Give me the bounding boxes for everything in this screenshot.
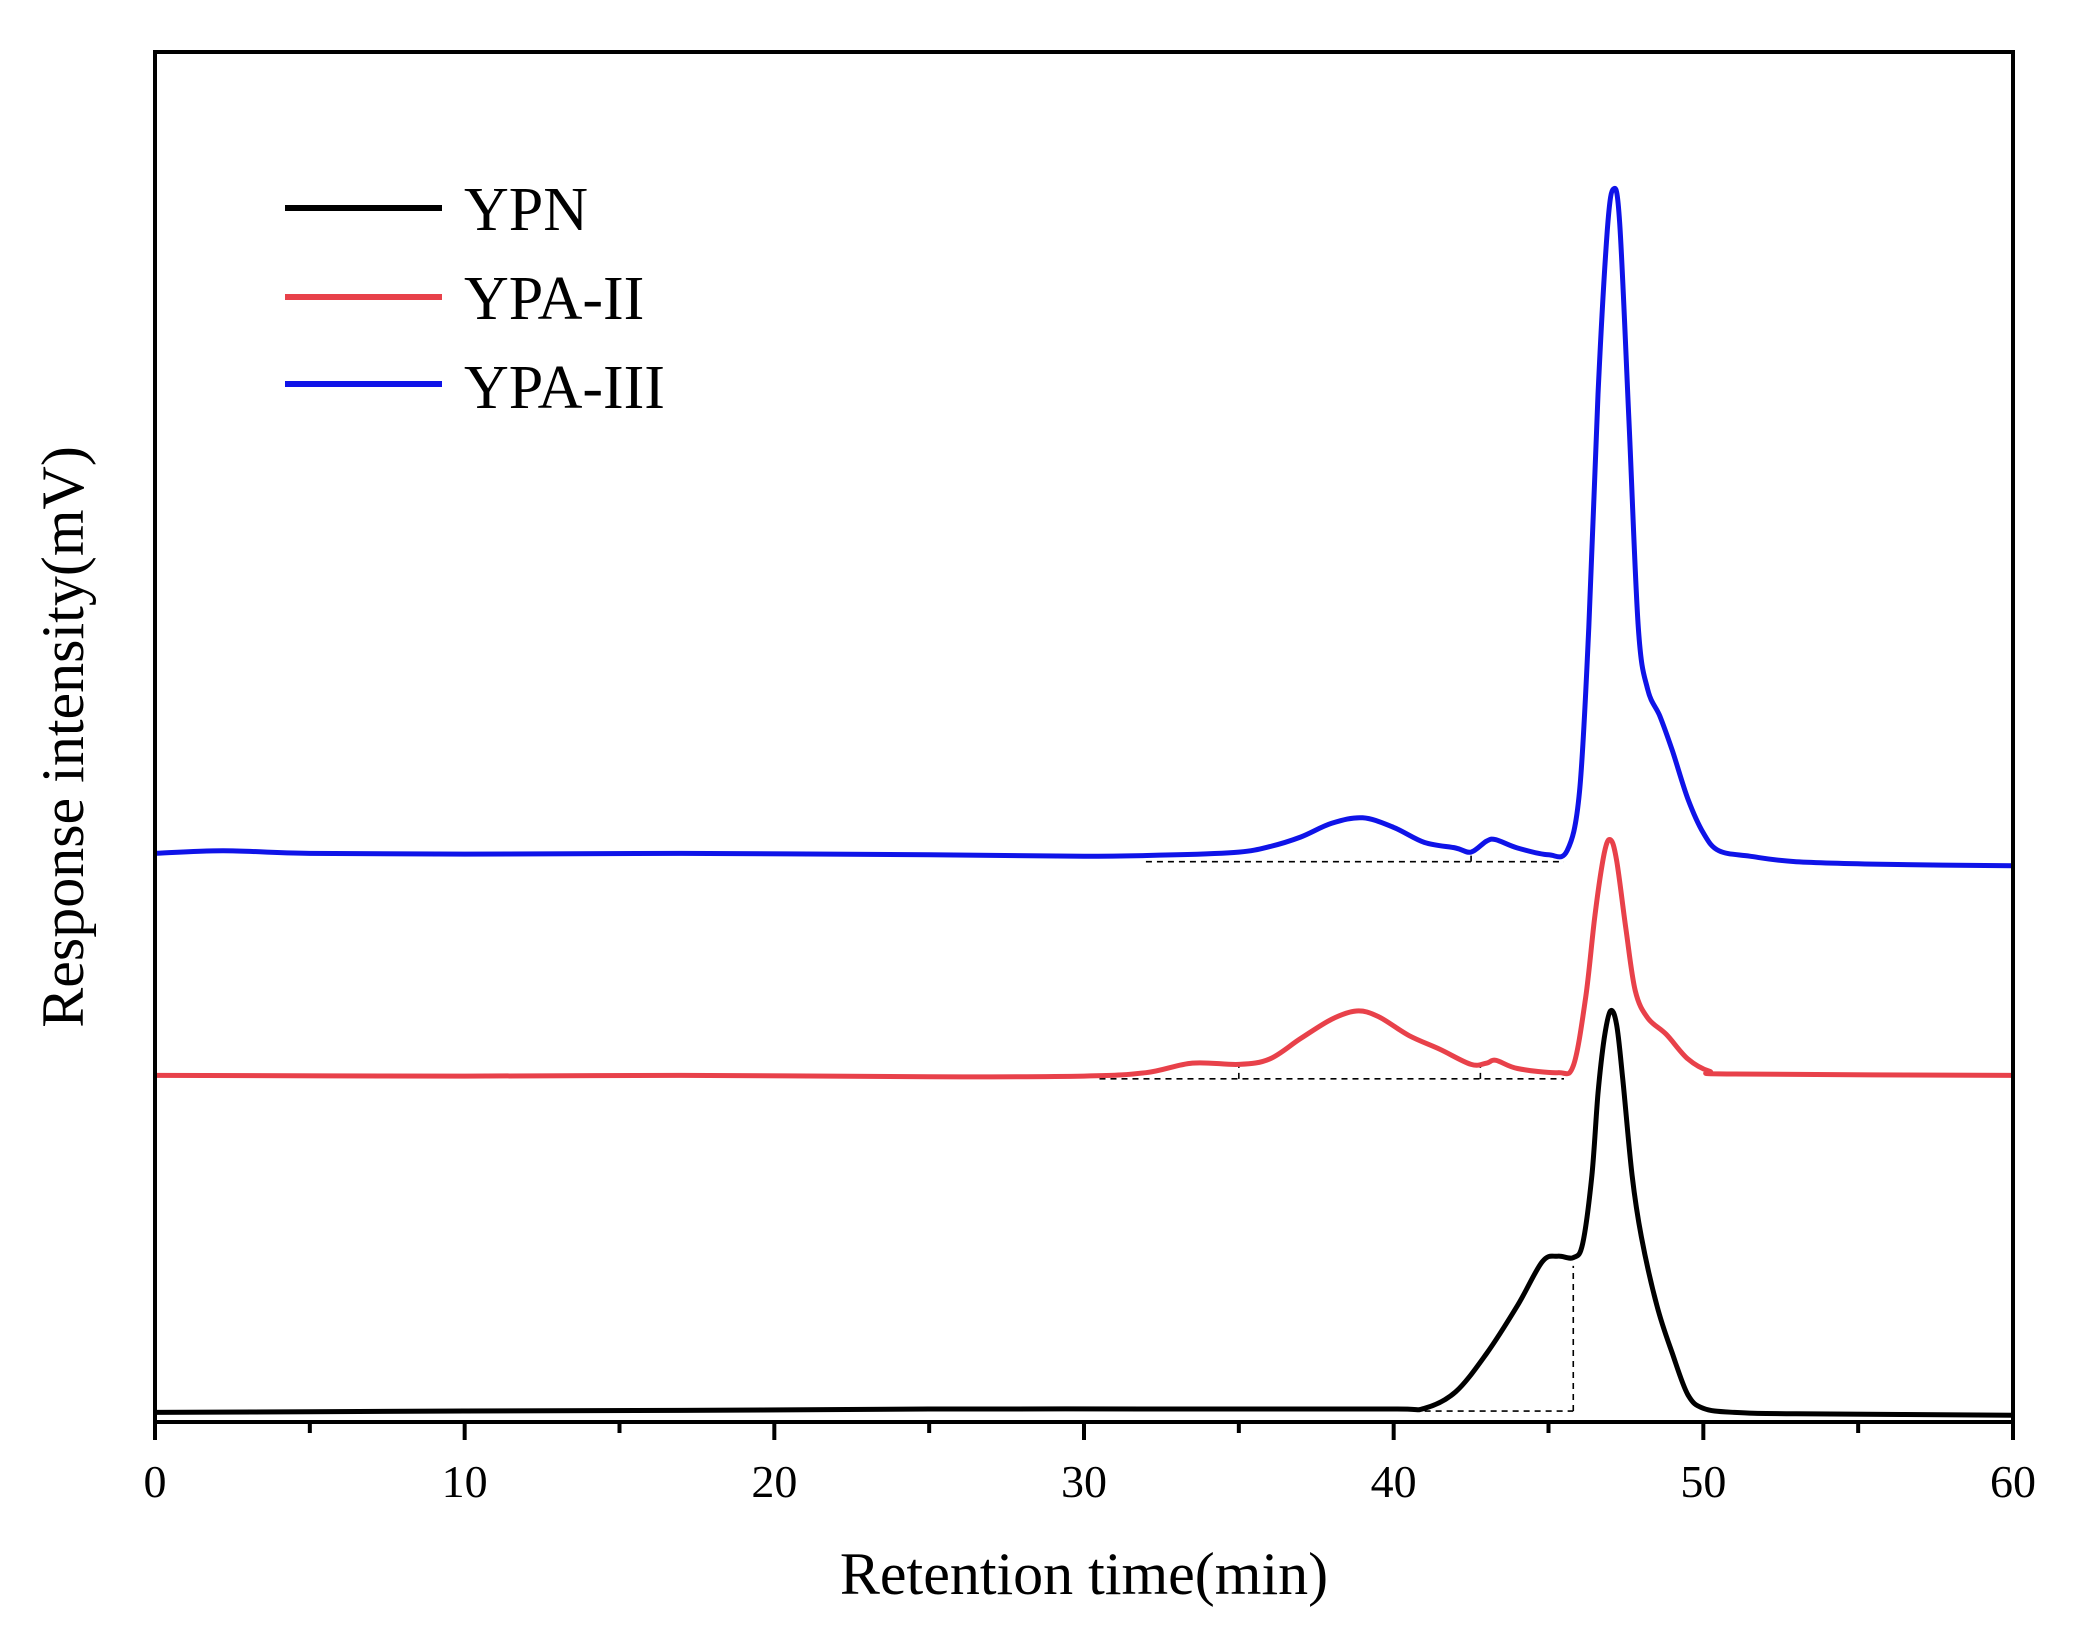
legend-label-ypa-ii: YPA-II bbox=[464, 265, 644, 333]
x-axis-title: Retention time(min) bbox=[840, 1541, 1328, 1607]
legend: YPN YPA-II YPA-III bbox=[285, 176, 665, 422]
x-tick-label-20: 20 bbox=[751, 1456, 797, 1507]
series-line-ypn bbox=[154, 1007, 2014, 1418]
series-lines bbox=[154, 185, 2014, 1418]
x-tick-label-40: 40 bbox=[1371, 1456, 1417, 1507]
x-tick-label-10: 10 bbox=[442, 1456, 488, 1507]
series-line-ypa-ii bbox=[154, 837, 2014, 1080]
legend-label-ypn: YPN bbox=[464, 176, 588, 244]
x-tick-label-30: 30 bbox=[1061, 1456, 1107, 1507]
x-tick-label-50: 50 bbox=[1680, 1456, 1726, 1507]
x-axis-ticks bbox=[153, 1422, 2015, 1440]
plot-frame bbox=[153, 50, 2015, 1424]
x-tick-label-0: 0 bbox=[144, 1456, 167, 1507]
y-axis-title: Response intensity(mV) bbox=[30, 446, 96, 1028]
legend-label-ypa-iii: YPA-III bbox=[464, 354, 665, 422]
x-tick-label-60: 60 bbox=[1990, 1456, 2036, 1507]
series-line-ypa-iii bbox=[154, 185, 2014, 869]
x-axis-tick-labels: 0 10 20 30 40 50 60 bbox=[144, 1456, 2037, 1507]
dashed-annotations bbox=[1099, 852, 1575, 1412]
